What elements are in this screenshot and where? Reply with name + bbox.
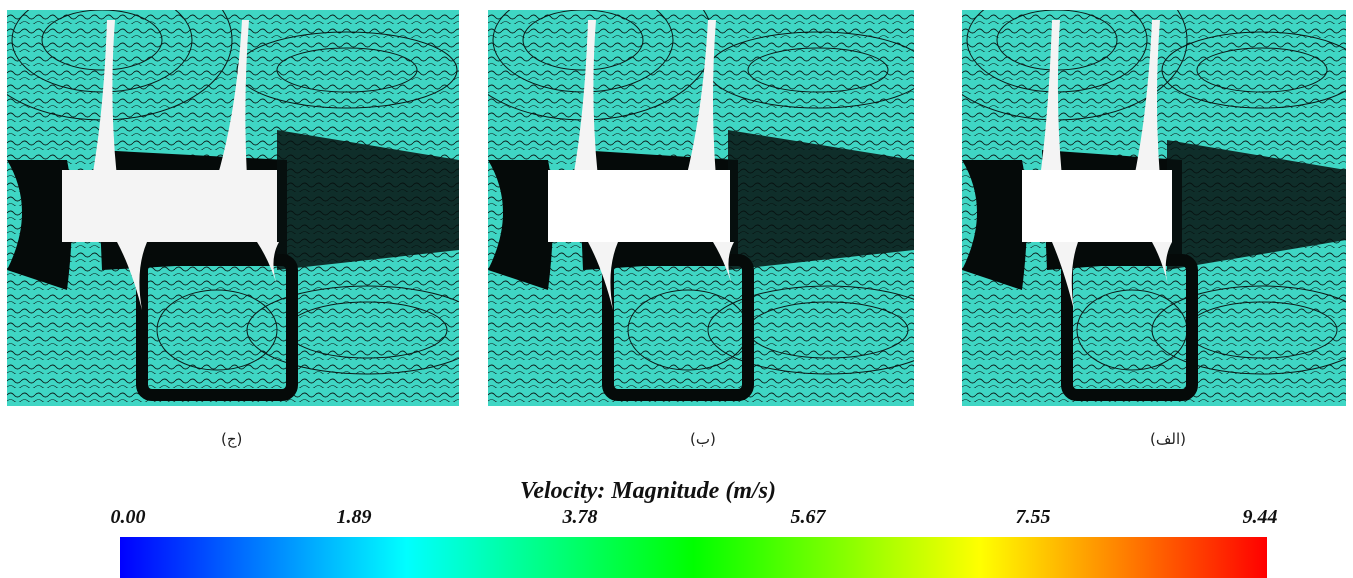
colorbar-tick-4: 7.55 [1015, 506, 1051, 528]
colorbar-tick-3: 5.67 [790, 506, 826, 528]
body-shape [62, 170, 277, 242]
velocity-contour-plot-j [7, 10, 459, 406]
velocity-colorbar [120, 537, 1267, 578]
caption-b: (ب) [690, 430, 716, 448]
colorbar-title: Velocity: Magnitude (m/s) [520, 478, 776, 504]
colorbar-tick-1: 1.89 [336, 506, 372, 528]
colorbar-tick-0: 0.00 [110, 506, 146, 528]
contour-panel-b [488, 10, 914, 406]
contour-panel-j [7, 10, 459, 406]
velocity-contour-plot-alef [962, 10, 1346, 406]
caption-alef: (الف) [1150, 430, 1186, 448]
colorbar-tick-2: 3.78 [562, 506, 598, 528]
velocity-contour-plot-b [488, 10, 914, 406]
body-shape [1022, 170, 1172, 242]
colorbar-tick-5: 9.44 [1242, 506, 1278, 528]
contour-panel-alef [962, 10, 1346, 406]
caption-j: (ج) [221, 430, 243, 448]
body-shape [548, 170, 730, 242]
